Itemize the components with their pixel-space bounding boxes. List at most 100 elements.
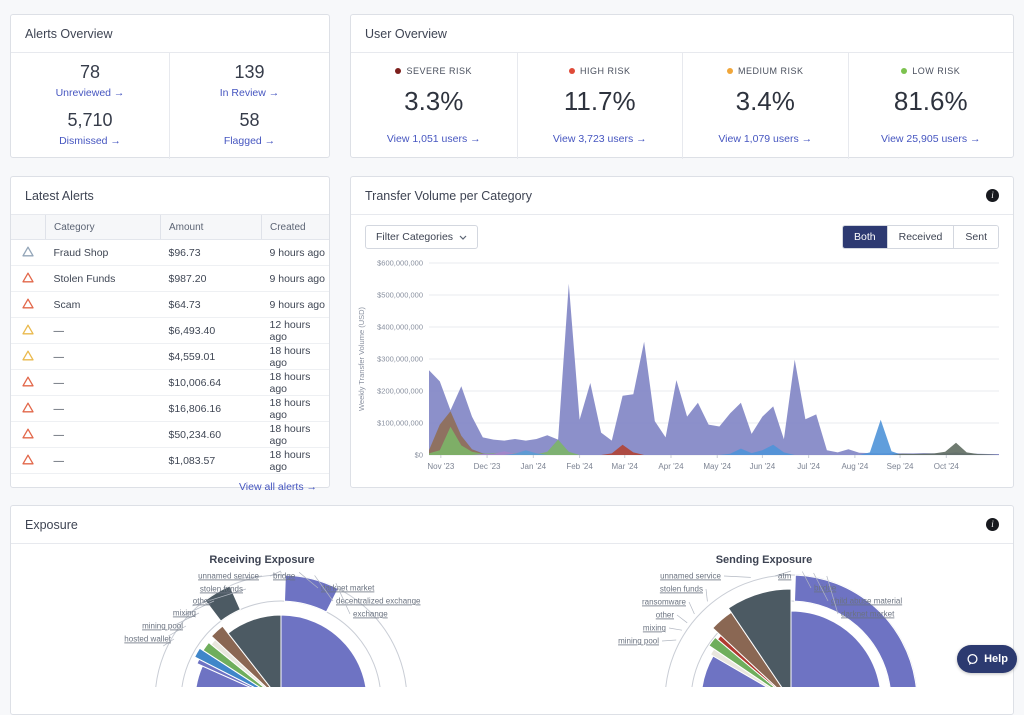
info-icon[interactable] — [986, 518, 999, 531]
exposure-category-label[interactable]: unnamed service — [198, 572, 259, 581]
exposure-category-label[interactable]: exchange — [353, 610, 388, 619]
alert-row[interactable]: Scam $64.73 9 hours ago — [11, 291, 329, 318]
help-button[interactable]: Help — [957, 645, 1017, 673]
exposure-category-label[interactable]: stolen funds — [200, 585, 243, 594]
user-overview-title: User Overview — [365, 26, 447, 41]
user-overview-body: SEVERE RISK 3.3% View 1,051 users → HIGH RI… — [351, 53, 1013, 159]
x-axis-tick-label: Jun '24 — [750, 462, 776, 471]
unreviewed-link[interactable]: Unreviewed → — [55, 86, 125, 99]
filter-categories-label: Filter Categories — [376, 231, 454, 243]
risk-dot-icon — [901, 68, 908, 74]
slice-brown[interactable] — [210, 625, 282, 687]
exposure-body: Receiving Exposure bridge darknet market d… — [11, 544, 1013, 687]
alert-row[interactable]: — $6,493.40 12 hours ago — [11, 317, 329, 344]
exposure-category-label[interactable]: mixing — [173, 609, 196, 618]
in-review-count: 139 — [234, 62, 265, 83]
exposure-category-label[interactable]: ransomware — [642, 598, 687, 607]
latest-alerts-table: Category Amount Created Fraud Shop $96.73… — [11, 215, 329, 474]
filter-categories-dropdown[interactable]: Filter Categories — [365, 225, 479, 249]
warning-triangle-icon — [22, 376, 34, 386]
slice-green[interactable] — [202, 641, 281, 688]
alert-category: — — [45, 447, 161, 474]
x-axis-tick-label: Jul '24 — [797, 462, 820, 471]
alerts-overview-panel: Alerts Overview 78 Unreviewed → 5,710 Di… — [10, 14, 330, 159]
dismissed-link[interactable]: Dismissed → — [59, 134, 121, 147]
risk-percentage: 3.3% — [404, 86, 464, 116]
y-axis-title: Weekly Transfer Volume (USD) — [357, 306, 366, 411]
toggle-sent[interactable]: Sent — [953, 226, 998, 248]
warning-triangle-icon — [22, 272, 34, 282]
alert-row[interactable]: — $1,083.57 18 hours ago — [11, 447, 329, 474]
category-column-header: Category — [45, 215, 161, 240]
exposure-category-label[interactable]: stolen funds — [660, 585, 703, 594]
ring-segment[interactable] — [793, 574, 917, 687]
warning-triangle-icon — [22, 402, 34, 412]
exposure-category-label[interactable]: mining pool — [142, 622, 183, 631]
warning-triangle-icon — [22, 246, 34, 256]
alert-row[interactable]: — $10,006.64 18 hours ago — [11, 369, 329, 396]
exposure-category-label[interactable]: hosted wallet — [124, 635, 171, 644]
alert-row[interactable]: — $16,806.16 18 hours ago — [11, 395, 329, 422]
transfer-volume-panel: Transfer Volume per Category Filter Cate… — [350, 176, 1014, 488]
alert-row[interactable]: — $4,559.01 18 hours ago — [11, 343, 329, 370]
slice-green[interactable] — [708, 636, 791, 687]
flagged-link[interactable]: Flagged → — [223, 134, 276, 147]
slice-purple-large[interactable] — [195, 614, 367, 687]
alert-row[interactable]: Stolen Funds $987.20 9 hours ago — [11, 265, 329, 292]
exposure-category-label[interactable]: mixing — [643, 624, 666, 633]
risk-label-row: HIGH RISK — [518, 66, 683, 76]
ring-segment[interactable] — [204, 585, 241, 622]
y-axis-tick-label: $300,000,000 — [377, 355, 423, 364]
receiving-exposure-sunburst: bridge darknet market decentralized exchan… — [124, 570, 421, 688]
alert-severity-cell — [11, 317, 46, 344]
risk-card-high-risk: HIGH RISK 11.7% View 3,723 users → — [516, 53, 683, 159]
exposure-category-label[interactable]: darknet market — [841, 610, 895, 619]
y-axis-tick-label: $500,000,000 — [377, 291, 423, 300]
view-all-alerts-link[interactable]: View all alerts → — [238, 481, 317, 493]
alert-icon-column-header — [11, 215, 46, 240]
alert-category: — — [45, 421, 161, 448]
exposure-category-label[interactable]: other — [656, 611, 675, 620]
risk-dot-icon — [395, 68, 402, 74]
exposure-category-label[interactable]: bridge — [273, 572, 296, 581]
exposure-category-label[interactable]: mining pool — [618, 637, 659, 646]
direction-toggle-group: Both Received Sent — [842, 225, 999, 249]
x-axis-tick-label: Jan '24 — [521, 462, 547, 471]
exposure-category-label[interactable]: darknet market — [321, 584, 375, 593]
slice-slate[interactable] — [727, 588, 792, 687]
exposure-category-label[interactable]: other — [193, 597, 212, 606]
alert-row[interactable]: Fraud Shop $96.73 9 hours ago — [11, 239, 329, 266]
view-users-link[interactable]: View 1,079 users → — [718, 133, 813, 145]
slice-blue[interactable] — [193, 647, 281, 687]
y-axis-tick-label: $200,000,000 — [377, 387, 423, 396]
toggle-both[interactable]: Both — [843, 226, 887, 248]
exposure-category-label[interactable]: child abuse material — [831, 597, 902, 606]
risk-label-row: MEDIUM RISK — [683, 66, 848, 76]
in-review-link[interactable]: In Review → — [219, 86, 280, 99]
exposure-category-label[interactable]: bridge — [814, 584, 837, 593]
alert-amount: $987.20 — [160, 265, 262, 292]
view-users-link[interactable]: View 1,051 users → — [386, 133, 481, 145]
warning-triangle-icon — [22, 350, 34, 360]
alert-severity-cell — [11, 369, 46, 396]
alert-severity-cell — [11, 421, 46, 448]
alerts-overview-header: Alerts Overview — [11, 15, 329, 53]
slice-slate[interactable] — [227, 614, 282, 687]
toggle-received[interactable]: Received — [886, 226, 954, 248]
alert-row[interactable]: — $50,234.60 18 hours ago — [11, 421, 329, 448]
alert-amount: $1,083.57 — [160, 447, 262, 474]
risk-percentage: 81.6% — [893, 86, 968, 116]
alert-severity-cell — [11, 343, 46, 370]
ring-segment[interactable] — [283, 574, 339, 613]
alerts-stat-in-review: 139 In Review → — [170, 62, 329, 101]
view-users-link[interactable]: View 25,905 users → — [880, 133, 981, 145]
unreviewed-count: 78 — [79, 62, 101, 83]
exposure-category-label[interactable]: decentralized exchange — [336, 597, 421, 606]
x-axis-tick-label: Nov '23 — [427, 462, 454, 471]
view-users-link[interactable]: View 3,723 users → — [552, 133, 647, 145]
info-icon[interactable] — [986, 189, 999, 202]
risk-dot-icon — [726, 68, 733, 74]
alert-created: 18 hours ago — [261, 343, 329, 370]
exposure-category-label[interactable]: unnamed service — [660, 572, 721, 581]
exposure-category-label[interactable]: atm — [778, 572, 792, 581]
